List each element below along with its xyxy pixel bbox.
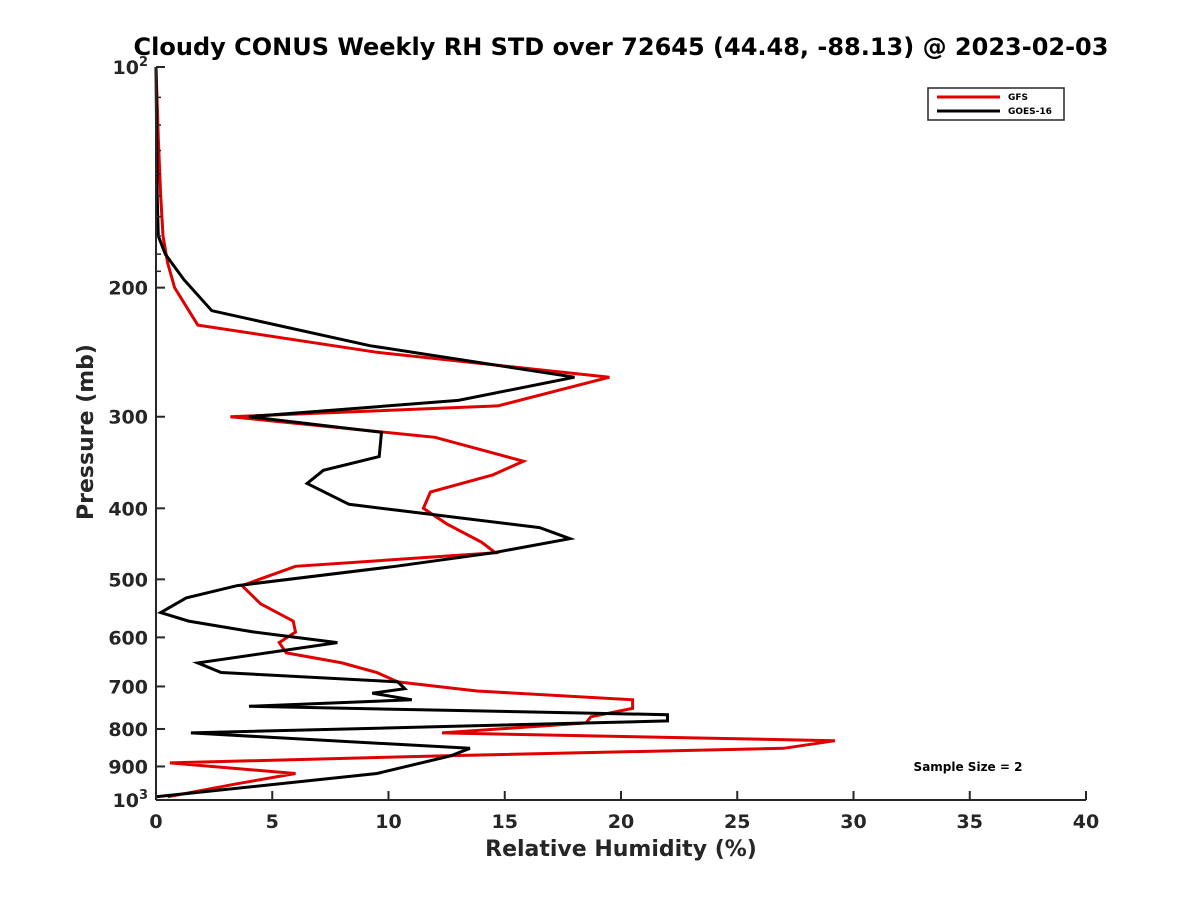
sample-size-annotation: Sample Size = 2 [914, 760, 1023, 774]
chart-title: Cloudy CONUS Weekly RH STD over 72645 (4… [134, 33, 1109, 61]
y-tick-label: 800 [108, 719, 148, 741]
plot-area [156, 67, 1086, 800]
legend-label: GOES-16 [1008, 107, 1052, 117]
x-tick-label: 20 [608, 811, 634, 833]
x-tick-label: 35 [957, 811, 983, 833]
legend: GFS GOES-16 [927, 87, 1065, 121]
y-tick-label: 300 [108, 407, 148, 429]
x-tick-label: 30 [840, 811, 866, 833]
x-tick-label: 40 [1073, 811, 1099, 833]
legend-label: GFS [1008, 93, 1028, 103]
series-line-gfs [154, 66, 836, 799]
x-tick-label: 0 [149, 811, 162, 833]
series-layer [154, 66, 836, 799]
y-tick-label: 600 [108, 627, 148, 649]
plot-background [156, 67, 1086, 800]
x-tick-label: 15 [492, 811, 518, 833]
x-axis-label: Relative Humidity (%) [485, 837, 757, 862]
series-line-goes-16 [154, 66, 669, 799]
y-tick-label: 500 [108, 569, 148, 591]
x-tick-label: 25 [724, 811, 750, 833]
x-tick-label: 10 [375, 811, 401, 833]
y-axis-label: Pressure (mb) [74, 344, 99, 520]
legend-box [927, 87, 1065, 121]
y-tick-label: 900 [108, 756, 148, 778]
x-tick-label: 5 [266, 811, 279, 833]
y-tick-label: 200 [108, 278, 148, 300]
y-tick-label: 102 [113, 55, 149, 79]
axes-layer: 0 5 10 15 20 25 30 35 40 102 200 300 400 500 600 700 800… [108, 55, 1099, 833]
y-tick-label: 103 [113, 788, 149, 812]
y-tick-label: 400 [108, 498, 148, 520]
y-tick-label: 700 [108, 676, 148, 698]
